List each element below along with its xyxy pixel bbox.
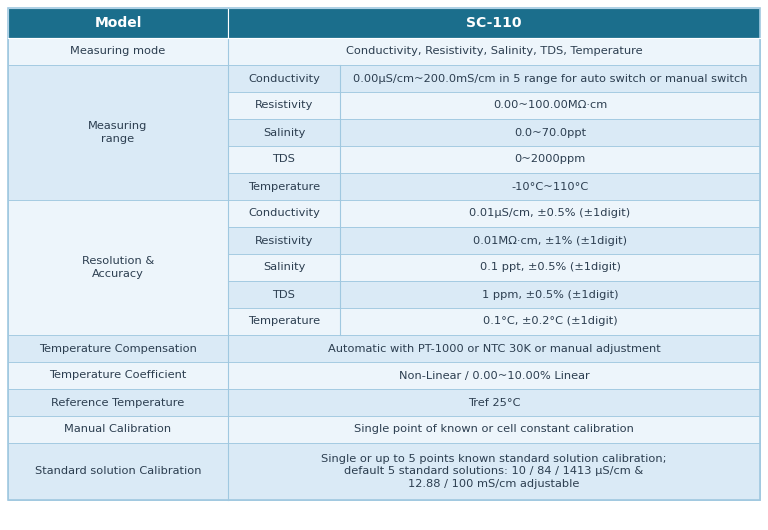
Text: Measuring mode: Measuring mode	[71, 47, 166, 57]
Bar	[228, 38, 760, 65]
Text: Resistivity: Resistivity	[255, 235, 313, 245]
Bar	[340, 119, 760, 146]
Text: Conductivity: Conductivity	[248, 208, 320, 218]
Text: 0.0~70.0ppt: 0.0~70.0ppt	[514, 128, 586, 137]
Text: Automatic with PT-1000 or NTC 30K or manual adjustment: Automatic with PT-1000 or NTC 30K or man…	[328, 343, 660, 354]
Bar	[228, 8, 760, 38]
Text: Temperature: Temperature	[248, 181, 320, 191]
Text: 0.00~100.00MΩ·cm: 0.00~100.00MΩ·cm	[493, 101, 607, 110]
Bar	[340, 146, 760, 173]
Text: Temperature: Temperature	[248, 316, 320, 326]
Bar	[340, 92, 760, 119]
Bar	[228, 92, 340, 119]
Text: 0.01μS/cm, ±0.5% (±1digit): 0.01μS/cm, ±0.5% (±1digit)	[469, 208, 631, 218]
Bar	[8, 416, 228, 443]
Bar	[228, 335, 760, 362]
Bar	[228, 254, 340, 281]
Text: Salinity: Salinity	[263, 128, 305, 137]
Text: SC-110: SC-110	[466, 16, 521, 30]
Text: Measuring
range: Measuring range	[88, 121, 147, 144]
Text: Non-Linear / 0.00~10.00% Linear: Non-Linear / 0.00~10.00% Linear	[399, 370, 589, 381]
Bar	[340, 200, 760, 227]
Bar	[228, 227, 340, 254]
Bar	[228, 146, 340, 173]
Text: Tref 25°C: Tref 25°C	[468, 398, 520, 408]
Text: Resistivity: Resistivity	[255, 101, 313, 110]
Bar	[228, 119, 340, 146]
Bar	[228, 362, 760, 389]
Bar	[8, 38, 228, 65]
Bar	[8, 362, 228, 389]
Bar	[340, 227, 760, 254]
Text: Temperature Coefficient: Temperature Coefficient	[49, 370, 187, 381]
Bar	[8, 389, 228, 416]
Bar	[228, 173, 340, 200]
Bar	[228, 200, 340, 227]
Text: 0.1°C, ±0.2°C (±1digit): 0.1°C, ±0.2°C (±1digit)	[482, 316, 617, 326]
Bar	[340, 65, 760, 92]
Text: Salinity: Salinity	[263, 262, 305, 272]
Text: Reference Temperature: Reference Temperature	[51, 398, 184, 408]
Text: -10°C~110°C: -10°C~110°C	[511, 181, 588, 191]
Text: 0.1 ppt, ±0.5% (±1digit): 0.1 ppt, ±0.5% (±1digit)	[479, 262, 621, 272]
Text: 1 ppm, ±0.5% (±1digit): 1 ppm, ±0.5% (±1digit)	[482, 289, 618, 299]
Bar	[228, 308, 340, 335]
Text: Standard solution Calibration: Standard solution Calibration	[35, 466, 201, 476]
Text: Model: Model	[94, 16, 141, 30]
Bar	[340, 254, 760, 281]
Bar	[228, 65, 340, 92]
Text: 0~2000ppm: 0~2000ppm	[515, 155, 586, 164]
Bar	[8, 443, 228, 500]
Bar	[8, 8, 228, 38]
Text: Resolution &
Accuracy: Resolution & Accuracy	[82, 256, 154, 279]
Text: Manual Calibration: Manual Calibration	[65, 425, 171, 435]
Text: 0.01MΩ·cm, ±1% (±1digit): 0.01MΩ·cm, ±1% (±1digit)	[473, 235, 627, 245]
Text: Conductivity, Resistivity, Salinity, TDS, Temperature: Conductivity, Resistivity, Salinity, TDS…	[346, 47, 642, 57]
Bar	[8, 65, 228, 200]
Text: Temperature Compensation: Temperature Compensation	[39, 343, 197, 354]
Bar	[228, 443, 760, 500]
Text: TDS: TDS	[273, 155, 296, 164]
Bar	[340, 281, 760, 308]
Text: 0.00μS/cm~200.0mS/cm in 5 range for auto switch or manual switch: 0.00μS/cm~200.0mS/cm in 5 range for auto…	[353, 74, 747, 84]
Bar	[228, 389, 760, 416]
Text: TDS: TDS	[273, 289, 296, 299]
Bar	[8, 335, 228, 362]
Bar	[8, 200, 228, 335]
Bar	[340, 308, 760, 335]
Bar	[228, 416, 760, 443]
Bar	[228, 281, 340, 308]
Text: Single or up to 5 points known standard solution calibration;
default 5 standard: Single or up to 5 points known standard …	[321, 454, 667, 489]
Bar	[340, 173, 760, 200]
Text: Conductivity: Conductivity	[248, 74, 320, 84]
Text: Single point of known or cell constant calibration: Single point of known or cell constant c…	[354, 425, 634, 435]
